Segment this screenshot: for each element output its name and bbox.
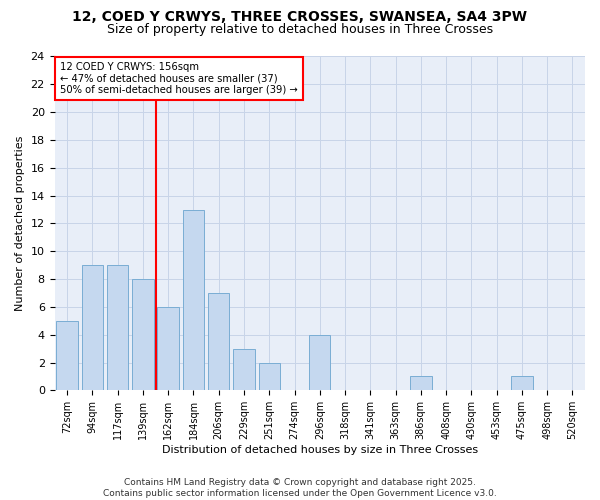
Text: 12, COED Y CRWYS, THREE CROSSES, SWANSEA, SA4 3PW: 12, COED Y CRWYS, THREE CROSSES, SWANSEA… [73, 10, 527, 24]
Bar [208, 293, 229, 390]
Bar [259, 362, 280, 390]
Bar [183, 210, 204, 390]
X-axis label: Distribution of detached houses by size in Three Crosses: Distribution of detached houses by size … [162, 445, 478, 455]
Bar [107, 265, 128, 390]
Bar [410, 376, 431, 390]
Bar [511, 376, 533, 390]
Bar [309, 334, 331, 390]
Text: Contains HM Land Registry data © Crown copyright and database right 2025.
Contai: Contains HM Land Registry data © Crown c… [103, 478, 497, 498]
Y-axis label: Number of detached properties: Number of detached properties [15, 136, 25, 311]
Text: Size of property relative to detached houses in Three Crosses: Size of property relative to detached ho… [107, 22, 493, 36]
Bar [82, 265, 103, 390]
Bar [157, 307, 179, 390]
Bar [56, 321, 78, 390]
Bar [233, 348, 255, 391]
Text: 12 COED Y CRWYS: 156sqm
← 47% of detached houses are smaller (37)
50% of semi-de: 12 COED Y CRWYS: 156sqm ← 47% of detache… [60, 62, 298, 94]
Bar [132, 279, 154, 390]
